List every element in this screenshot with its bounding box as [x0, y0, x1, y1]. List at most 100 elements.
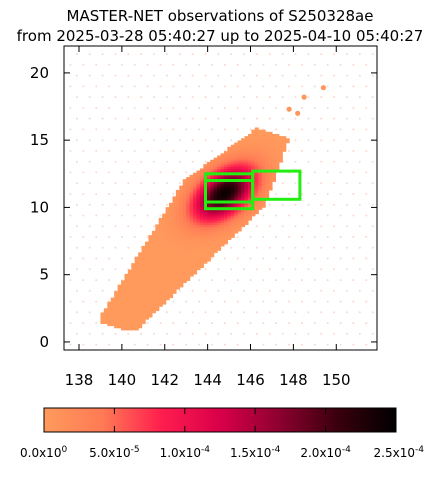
heatmap-cell — [196, 260, 201, 264]
heatmap-cell — [172, 207, 177, 210]
heatmap-cell — [124, 308, 129, 312]
heatmap-cell — [165, 232, 170, 236]
heatmap-cell — [247, 168, 252, 172]
heatmap-cell — [234, 226, 239, 230]
heatmap-cell — [247, 189, 252, 193]
heatmap-cell — [175, 252, 180, 256]
heatmap-cell — [206, 204, 211, 208]
heatmap-cell — [193, 248, 198, 251]
heatmap-cell — [206, 217, 211, 221]
heatmap-cell — [124, 327, 129, 331]
background-dot — [133, 63, 136, 66]
heatmap-cell — [165, 241, 170, 245]
heatmap-cell — [127, 286, 132, 290]
background-dot — [339, 257, 342, 260]
heatmap-cell — [134, 291, 139, 294]
background-dot — [294, 332, 297, 335]
heatmap-cell — [210, 235, 215, 238]
heatmap-cell — [148, 282, 153, 286]
heatmap-cell — [275, 157, 280, 161]
heatmap-cell — [234, 185, 239, 189]
heatmap-cell — [244, 161, 249, 165]
heatmap-cell — [145, 278, 150, 281]
heatmap-cell — [227, 211, 232, 215]
background-dot — [281, 74, 284, 77]
background-dot — [313, 236, 316, 238]
heatmap-cell — [237, 196, 242, 200]
heatmap-cell — [182, 276, 187, 279]
heatmap-cell — [114, 323, 119, 327]
heatmap-cell — [196, 239, 201, 243]
heatmap-cell — [151, 239, 156, 243]
heatmap-cell — [175, 211, 180, 215]
heatmap-cell — [151, 232, 156, 236]
heatmap-cell — [241, 185, 246, 189]
heatmap-cell — [145, 306, 150, 309]
background-dot — [339, 128, 342, 131]
heatmap-cell — [179, 252, 184, 256]
heatmap-cell — [127, 288, 132, 292]
heatmap-cell — [261, 177, 266, 180]
heatmap-cell — [186, 217, 191, 221]
heatmap-cell — [172, 271, 177, 275]
heatmap-cell — [165, 284, 170, 288]
heatmap-cell — [169, 252, 174, 256]
background-dot — [339, 193, 342, 195]
background-dot — [82, 279, 85, 282]
heatmap-cell — [210, 224, 215, 228]
heatmap-cell — [203, 213, 208, 217]
heatmap-cell — [169, 217, 174, 221]
background-dot — [178, 182, 181, 185]
heatmap-cell — [247, 159, 252, 163]
heatmap-cell — [247, 192, 252, 195]
heatmap-cell — [162, 291, 167, 294]
heatmap-cell — [251, 140, 256, 144]
background-dot — [288, 85, 291, 88]
observed-field — [251, 169, 302, 201]
heatmap-cell — [193, 243, 198, 247]
heatmap-cell — [121, 306, 126, 309]
heatmap-cell — [186, 260, 191, 264]
heatmap-cell — [148, 256, 153, 260]
heatmap-cell — [138, 252, 143, 256]
heatmap-cell — [203, 226, 208, 230]
heatmap-cell — [234, 222, 239, 225]
heatmap-cell — [155, 232, 160, 236]
heatmap-cell — [230, 209, 235, 213]
background-dot — [198, 106, 201, 109]
heatmap-cell — [258, 138, 263, 142]
background-dot — [146, 193, 149, 195]
heatmap-cell — [148, 252, 153, 256]
heatmap-cell — [223, 230, 228, 234]
heatmap-cell — [268, 140, 273, 144]
x-tick-label: 144 — [193, 371, 222, 389]
heatmap-cell — [213, 196, 218, 200]
background-dot — [346, 203, 348, 206]
heatmap-cell — [131, 282, 136, 286]
heatmap-cell — [217, 189, 222, 193]
heatmap-cell — [175, 202, 180, 206]
heatmap-cell — [271, 166, 276, 169]
background-dot — [307, 182, 310, 185]
heatmap-cell — [175, 258, 180, 262]
background-dot — [268, 96, 271, 99]
background-dot — [307, 332, 310, 335]
heatmap-cell — [127, 271, 132, 275]
background-dot — [108, 149, 110, 152]
heatmap-cell — [189, 181, 194, 185]
heatmap-cell — [241, 209, 246, 213]
heatmap-cell — [172, 276, 177, 279]
heatmap-cell — [196, 170, 201, 174]
heatmap-cell — [206, 164, 211, 167]
heatmap-cell — [261, 159, 266, 163]
heatmap-cell — [193, 258, 198, 262]
background-dot — [352, 171, 355, 174]
heatmap-cell — [141, 278, 146, 281]
heatmap-cell — [182, 217, 187, 221]
background-dot — [281, 246, 284, 249]
heatmap-cell — [237, 222, 242, 225]
heatmap-cell — [237, 187, 242, 191]
heatmap-cell — [258, 131, 263, 135]
background-dot — [358, 268, 361, 271]
heatmap-cell — [151, 280, 156, 284]
